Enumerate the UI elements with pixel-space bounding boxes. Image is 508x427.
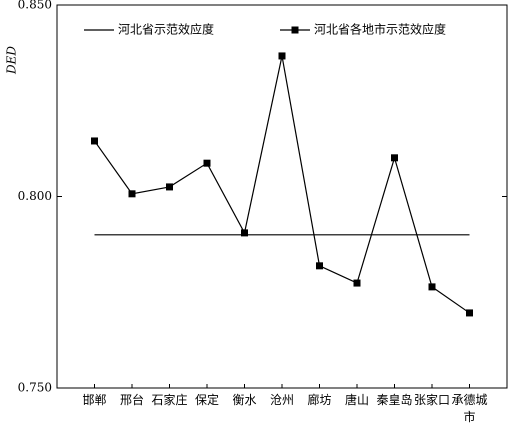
x-tick-label: 保定 (194, 393, 219, 407)
point-marker (466, 309, 473, 317)
x-tick-label: 沧州 (269, 393, 294, 407)
x-tick-label: 邯郸 (82, 393, 107, 407)
x-tick-label: 承德城市 (451, 393, 488, 424)
legend-label: 河北省示范效应度 (118, 22, 214, 37)
point-marker (91, 137, 98, 145)
x-tick-label: 唐山 (344, 393, 369, 407)
plot-frame (56, 4, 508, 389)
series-line (94, 55, 470, 314)
y-tick-label: 0.850 (18, 0, 52, 12)
point-marker (128, 190, 136, 198)
x-tick-label: 邢台 (119, 393, 144, 407)
point-marker (278, 52, 286, 60)
x-tick-label: 张家口 (413, 393, 450, 407)
legend-marker (291, 26, 299, 34)
y-tick-label: 0.750 (18, 381, 52, 395)
x-tick-label: 石家庄 (151, 393, 188, 407)
x-tick-label: 廊坊 (307, 393, 332, 407)
point-marker (428, 283, 436, 291)
legend-label: 河北省各地市示范效应度 (314, 22, 446, 37)
point-marker (316, 262, 323, 270)
point-marker (241, 229, 248, 237)
x-tick-label: 秦皇岛 (376, 393, 413, 407)
y-tick-label: 0.800 (18, 189, 52, 203)
point-marker (391, 154, 398, 162)
y-axis-label: DED (5, 46, 19, 75)
x-tick-label: 衡水 (232, 393, 257, 407)
point-marker (353, 279, 361, 287)
point-marker (203, 159, 211, 167)
point-marker (166, 183, 173, 191)
